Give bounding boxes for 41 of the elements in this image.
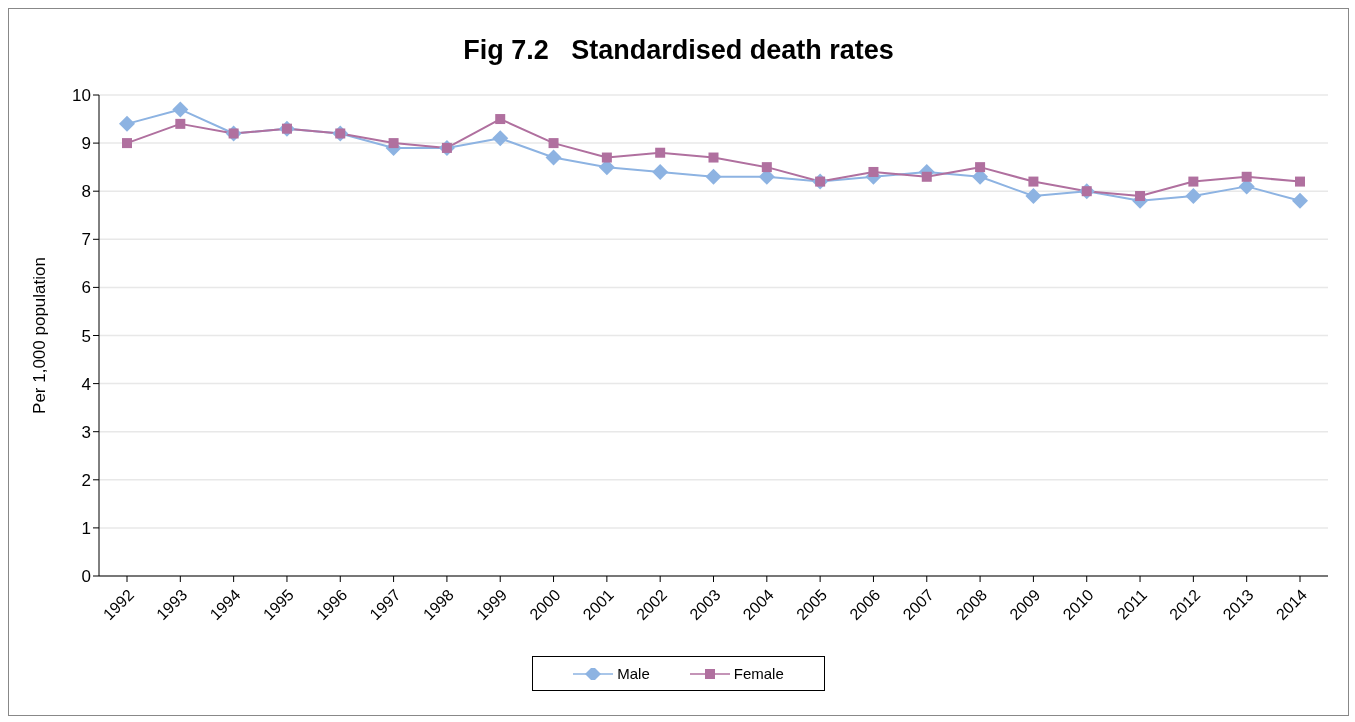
- point: [761, 162, 772, 173]
- point: [122, 138, 132, 149]
- point: [492, 130, 509, 147]
- point: [388, 138, 399, 149]
- legend-label: Male: [617, 665, 650, 682]
- chart-title: Fig 7.2 Standardised death rates: [462, 35, 895, 67]
- point: [1188, 176, 1199, 187]
- y-tick-label: 7: [81, 230, 91, 250]
- point: [1185, 188, 1202, 205]
- point: [119, 115, 135, 132]
- y-tick-label: 9: [81, 134, 91, 154]
- point: [172, 101, 189, 118]
- y-tick-label: 3: [81, 422, 91, 442]
- legend-label: Female: [733, 665, 784, 682]
- point: [655, 147, 666, 158]
- y-tick-label: 10: [72, 86, 91, 106]
- y-tick-label: 0: [81, 567, 91, 587]
- point: [601, 152, 612, 163]
- point: [545, 149, 562, 166]
- y-tick-label: 5: [81, 326, 91, 346]
- point: [1292, 192, 1308, 209]
- point: [708, 152, 719, 163]
- point: [1295, 176, 1305, 187]
- point: [1241, 171, 1252, 182]
- y-axis-title: Per 1,000 population: [30, 257, 50, 414]
- point: [548, 138, 559, 149]
- point: [495, 114, 506, 125]
- point: [1135, 191, 1146, 202]
- y-tick-label: 2: [81, 470, 91, 490]
- point: [868, 166, 879, 177]
- point: [1025, 188, 1042, 205]
- point: [921, 171, 932, 182]
- point: [652, 163, 669, 180]
- y-tick-label: 8: [81, 182, 91, 202]
- point: [975, 162, 986, 173]
- y-tick-label: 1: [81, 518, 91, 538]
- y-tick-label: 4: [81, 374, 91, 394]
- point: [705, 168, 722, 185]
- point: [175, 118, 186, 129]
- point: [1028, 176, 1039, 187]
- y-tick-label: 6: [81, 278, 91, 298]
